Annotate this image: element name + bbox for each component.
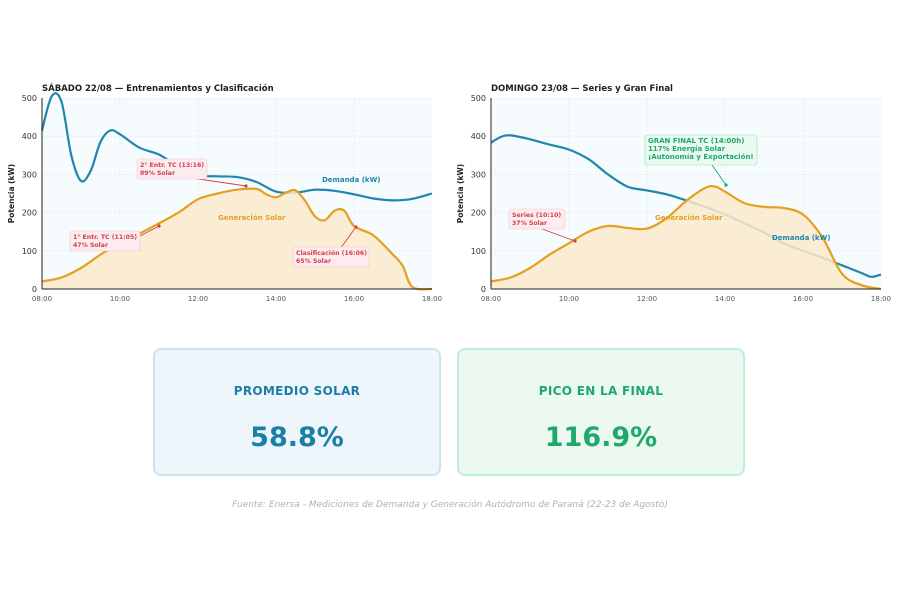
annotation-box [292, 246, 370, 268]
annotation-text: ¡Autonomía y Exportación! [648, 153, 754, 161]
x-tick-label: 10:00 [110, 295, 130, 303]
x-tick-label: 08:00 [481, 295, 501, 303]
x-tick-label: 12:00 [188, 295, 208, 303]
annotation: Series (10:10)37% Solar [508, 208, 577, 243]
solar-series-label: Generación Solar [218, 214, 286, 222]
solar-series-label: Generación Solar [655, 214, 723, 222]
y-tick-label: 0 [481, 285, 486, 294]
annotation-arrow [139, 225, 160, 237]
annotation-text: GRAN FINAL TC (14:00h) [648, 137, 744, 145]
y-tick-label: 400 [471, 132, 486, 141]
annotation-arrow-head [724, 183, 728, 187]
annotation-arrow-head [244, 184, 248, 188]
annotation-text: 117% Energía Solar [648, 145, 726, 153]
annotation-box [69, 230, 141, 252]
chart-panel-2: DOMINGO 23/08 — Series y Gran Final 0 100 2… [456, 84, 891, 303]
annotation-text: 89% Solar [140, 170, 176, 177]
annotation-text: Clasificación (16:06) [296, 249, 367, 257]
solar-average-label: PROMEDIO SOLAR [233, 384, 361, 398]
demand-series-label: Demanda (kW) [322, 176, 381, 184]
final-peak-value: 116.9% [544, 422, 658, 453]
annotation-box [508, 208, 566, 230]
annotation-text: 1° Entr. TC (11:05) [73, 233, 137, 241]
y-tick-label: 400 [22, 132, 37, 141]
annotation: 1° Entr. TC (11:05)47% Solar [69, 224, 161, 252]
x-tick-label: 14:00 [715, 295, 735, 303]
y-tick-label: 300 [22, 170, 37, 179]
solar-average-card: PROMEDIO SOLAR 58.8% [153, 348, 441, 476]
x-tick-label: 18:00 [871, 295, 891, 303]
y-tick-label: 500 [471, 94, 486, 103]
x-tick-label: 10:00 [559, 295, 579, 303]
y-tick-label: 500 [22, 94, 37, 103]
x-tick-label: 18:00 [422, 295, 442, 303]
y-tick-label: 200 [22, 209, 37, 218]
annotation-text: 65% Solar [296, 258, 332, 265]
source-note: Fuente: Enersa - Mediciones de Demanda y… [232, 500, 668, 510]
chart-panel-1: SÁBADO 22/08 — Entrenamientos y Clasific… [7, 82, 442, 303]
annotation-arrow-head [157, 224, 161, 228]
x-tick-label: 16:00 [793, 295, 813, 303]
x-tick-label: 08:00 [32, 295, 52, 303]
annotation: 2° Entr. TC (13:16)89% Solar [136, 158, 248, 188]
annotation: Clasificación (16:06)65% Solar [292, 225, 370, 268]
annotation-text: 37% Solar [512, 220, 548, 227]
x-tick-label: 12:00 [637, 295, 657, 303]
annotation-text: 47% Solar [73, 242, 109, 249]
annotation-arrow-head [573, 239, 577, 243]
annotation-arrow [339, 226, 357, 250]
y-axis-label: Potencia (kW) [7, 164, 16, 223]
annotation-arrow [541, 228, 576, 242]
final-peak-card: PICO EN LA FINAL 116.9% [457, 348, 745, 476]
final-peak-label: PICO EN LA FINAL [538, 384, 664, 398]
annotation-arrow-head [354, 225, 358, 229]
annotation-box [136, 158, 208, 180]
charts-canvas: SÁBADO 22/08 — Entrenamientos y Clasific… [7, 82, 891, 303]
demand-series-label: Demanda (kW) [772, 234, 831, 242]
chart-title: DOMINGO 23/08 — Series y Gran Final [491, 84, 673, 94]
annotation-text: Series (10:10) [512, 212, 561, 219]
x-tick-label: 14:00 [266, 295, 286, 303]
y-tick-label: 300 [471, 170, 486, 179]
annotation-box [644, 134, 758, 166]
annotation-arrow [191, 177, 247, 187]
annotation-arrow [711, 164, 727, 186]
y-tick-label: 200 [471, 209, 486, 218]
annotation: GRAN FINAL TC (14:00h)117% Energía Solar… [644, 134, 758, 187]
solar-average-value: 58.8% [250, 422, 344, 453]
x-tick-label: 16:00 [344, 295, 364, 303]
annotation-text: 2° Entr. TC (13:16) [140, 161, 204, 169]
y-axis-label: Potencia (kW) [456, 164, 465, 223]
solar-area-fill [491, 186, 881, 289]
solar-line [490, 184, 882, 291]
y-tick-label: 0 [32, 285, 37, 294]
y-tick-label: 100 [22, 247, 37, 256]
y-tick-label: 100 [471, 247, 486, 256]
chart-title: SÁBADO 22/08 — Entrenamientos y Clasific… [42, 82, 274, 94]
